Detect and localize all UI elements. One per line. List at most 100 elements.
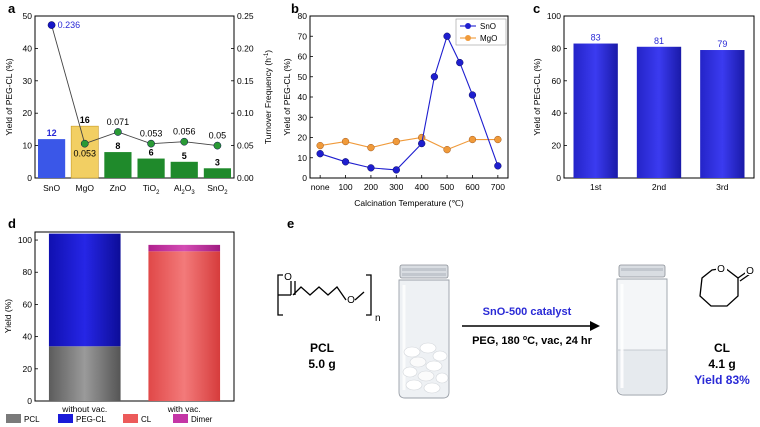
panel-b-ytick-label: 70 [298,31,308,41]
panel-b-xtick-label: 200 [364,182,378,192]
panel-c-ytick-label: 20 [552,141,562,151]
panel-b-point-mgo [418,133,426,142]
panel-b-point-sno [456,58,464,67]
panel-a-bar [170,161,198,178]
panel-b-xtick-label: 700 [491,182,505,192]
panel-d-legend-swatch [58,414,73,423]
panel-d-legend-label: PCL [24,415,40,424]
panel-b-ylabel: Yield of PEG-CL (%) [282,58,292,135]
panel-a-tof-line [51,24,218,147]
panel-b-point-sno [468,91,477,99]
panel-c-bar [700,50,745,178]
panel-a-tof-point [147,139,155,148]
panel-c-bar-label: 79 [717,39,727,49]
panel-c-bar [573,43,618,178]
panel-d-ytick-label: 60 [23,299,33,309]
panel-b-point-sno [367,164,375,172]
panel-a-xtick-label: Al2O3 [174,183,196,196]
panel-a-bar [37,139,66,178]
panel-b-legend-label: SnO [480,22,496,31]
panel-a-bar-label: 3 [215,157,220,167]
panel-b-ytick-label: 20 [298,133,308,143]
panel-a-frame [34,15,235,179]
panel-a-ytick-label: 50 [23,11,33,21]
panel-a-y2tick-label: 0.05 [237,141,254,151]
panel-d-legend-swatch [123,414,138,423]
panel-d-bar-segment-cl [148,251,221,401]
panel-a-tof-label: 0.056 [173,127,196,137]
panel-a-ytick-label: 0 [27,173,32,183]
panel-b-point-mgo [468,135,477,144]
conditions-label: PEG, 180 oC, vac, 24 hr [472,335,593,347]
panel-c-bar [636,46,682,178]
panel-a-y2label: Turnover Frequency (h-1) [263,50,273,144]
panel-b-xtick-label: none [311,182,330,192]
product-amount: 4.1 g [708,357,735,371]
panel-a-bar [137,158,165,178]
panel-d-frame [34,231,235,402]
panel-b-point-sno [392,166,400,174]
panel-c-xtick-label: 3rd [716,182,729,192]
panel-b-point-sno [443,32,451,40]
catalyst-label: SnO-500 catalyst [483,306,572,318]
panel-a-bar-label: 5 [182,151,187,161]
panel-a-ytick-label: 10 [23,141,33,151]
panel-b-point-mgo [316,141,324,150]
panel-c-ytick-label: 60 [552,76,562,86]
panel-b-legend-marker [465,23,471,29]
reactant-name: PCL [310,341,334,355]
panel-e-reaction-scheme: e O O n PCL 5.0 g [277,216,756,399]
panel-b-xtick-label: 100 [338,182,352,192]
panel-b-series-line-mgo [320,136,498,151]
panel-a-tof-label: 0.053 [140,129,163,139]
panel-b-point-mgo [367,143,375,152]
panel-c-bar-label: 81 [654,36,664,46]
panel-b-point-sno [341,158,350,166]
panel-letter-b: b [291,1,299,16]
carbonyl-oxygen-mask [745,264,756,275]
panel-a: a 0 10 20 30 40 50 0.00 0.05 0.10 0.15 0.20 0.25 1… [4,1,273,196]
panel-a-bar [203,168,232,178]
panel-a-tof-label: 0.071 [107,117,130,127]
ring-oxygen-mask [716,262,727,273]
panel-a-bar-label: 12 [47,128,57,138]
panel-b-legend-marker [465,35,471,41]
vial-with-liquid-image [616,264,668,396]
panel-d: d 0 20 40 60 80 100 without vac. with vac. PCL… [3,216,235,424]
panel-b-xtick-label: 600 [465,182,479,192]
pcl-carbonyl-oxygen: O [284,272,292,283]
panel-a-tof-label: 0.053 [73,149,96,159]
panel-a-xtick-label: ZnO [110,183,127,193]
panel-a-ytick-label: 40 [23,43,33,53]
panel-b-point-mgo [341,137,350,146]
panel-c-ytick-label: 40 [552,108,562,118]
panel-d-ylabel: Yield (%) [3,299,13,333]
panel-c-ytick-label: 100 [547,11,561,21]
panel-a-tof-point [180,137,189,146]
panel-a-bar-label: 16 [80,115,90,125]
panel-a-tof-label: 0.236 [58,20,81,30]
panel-a-y2tick-label: 0.10 [237,108,254,118]
panel-a-ylabel: Yield of PEG-CL (%) [4,58,14,135]
panel-a-y2tick-label: 0.20 [237,43,254,53]
panel-b-ytick-label: 0 [302,173,307,183]
panel-a-bar [70,125,99,179]
panel-b-ytick-label: 10 [298,153,308,163]
panel-b-ytick-label: 30 [298,112,308,122]
panel-a-tof-point [114,128,122,136]
panel-a-bar [104,152,132,178]
panel-b-ytick-label: 60 [298,52,308,62]
reactant-amount: 5.0 g [308,357,335,371]
panel-a-xtick-label: TiO2 [143,183,160,196]
panel-d-ytick-label: 40 [23,332,33,342]
caprolactone-structure-drawing [699,267,751,307]
panel-b-xtick-label: 400 [415,182,429,192]
panel-b-ytick-label: 50 [298,72,308,82]
panel-a-bar-label: 8 [115,141,120,151]
panel-b-xtick-label: 500 [440,182,454,192]
panel-b-point-sno [418,139,426,148]
panel-d-bar-segment-peg-cl [48,233,121,347]
panel-d-legend-label: CL [141,415,152,424]
panel-b-point-sno [316,150,324,158]
panel-b-point-sno [494,162,502,170]
